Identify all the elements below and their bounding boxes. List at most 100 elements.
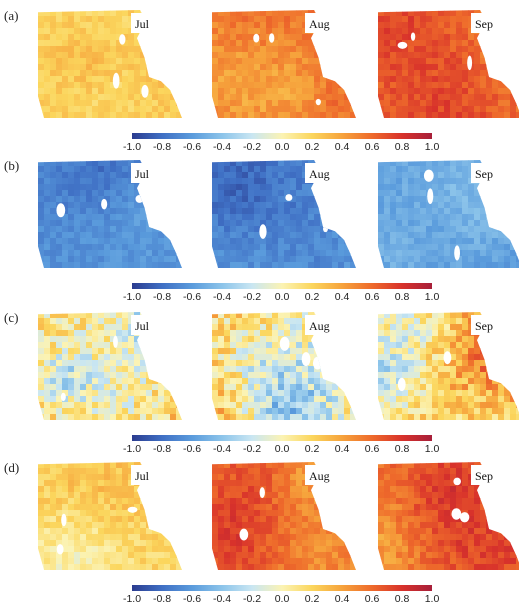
heatmap-cell [402,22,409,29]
heatmap-cell [56,324,63,331]
heatmap-cell [284,64,291,71]
heatmap-cell [516,256,519,263]
heatmap-cell [86,16,93,23]
heatmap-cell [104,360,111,367]
heatmap-cell [116,318,123,325]
heatmap-cell [128,516,135,523]
heatmap-cell [426,10,433,17]
heatmap-cell [456,112,463,118]
heatmap-cell [456,190,463,197]
heatmap-cell [350,16,356,23]
heatmap-cell [164,558,171,565]
heatmap-cell [456,348,463,355]
heatmap-cell [320,112,327,118]
heatmap-cell [104,414,111,420]
heatmap-cell [146,558,153,565]
heatmap-cell [320,46,327,53]
heatmap-cell [378,190,385,197]
heatmap-cell [68,244,75,251]
heatmap-cell [248,226,255,233]
heatmap-cell [290,516,297,523]
heatmap-cell [50,244,57,251]
heatmap-cell [110,522,117,529]
heatmap-cell [158,360,165,367]
heatmap-cell [408,226,415,233]
heatmap-cell [438,82,445,89]
heatmap-cell [116,16,123,23]
heatmap-cell [498,372,505,379]
heatmap-cell [44,160,51,167]
heatmap-cell [98,190,105,197]
heatmap-cell [320,402,327,409]
heatmap-cell [164,372,171,379]
heatmap-cell [326,214,333,221]
heatmap-cell [248,384,255,391]
heatmap-cell [122,498,129,505]
heatmap-cell [158,564,165,570]
heatmap-cell [140,504,147,511]
colorbar-tick-label: 0.0 [275,443,290,455]
heatmap-cell [402,408,409,415]
heatmap-cell [438,196,445,203]
heatmap-cell [284,366,291,373]
heatmap-cell [444,214,451,221]
heatmap-cell [332,510,339,517]
heatmap-cell [62,100,69,107]
heatmap-cell [426,100,433,107]
heatmap-cell [104,312,111,319]
heatmap-cell [290,336,297,343]
heatmap-cell [254,390,261,397]
heatmap-cell [104,178,111,185]
heatmap-cell [338,82,345,89]
heatmap-cell [444,262,451,268]
heatmap-cell [212,366,219,373]
heatmap-cell [86,232,93,239]
heatmap-cell [260,190,267,197]
heatmap-cell [98,372,105,379]
heatmap-cell [390,324,397,331]
heatmap-cell [176,402,182,409]
heatmap-cell [456,360,463,367]
heatmap-cell [116,528,123,535]
heatmap-cell [302,348,309,355]
heatmap-cell [438,208,445,215]
heatmap-cell [450,220,457,227]
heatmap-cell [98,160,105,167]
heatmap-cell [224,52,231,59]
heatmap-cell [326,112,333,118]
heatmap-cell [492,360,499,367]
heatmap-cell [432,348,439,355]
heatmap-cell [128,196,135,203]
heatmap-cell [80,486,87,493]
heatmap-cell [396,160,403,167]
heatmap-cell [378,100,385,107]
heatmap-cell [290,226,297,233]
heatmap-cell [134,190,141,197]
heatmap-cell [462,396,469,403]
heatmap-cell [38,112,45,118]
heatmap-cell [116,238,123,245]
heatmap-cell [516,112,519,118]
heatmap-cell [450,366,457,373]
heatmap-cell [278,220,285,227]
heatmap-cell [38,318,45,325]
heatmap-cell [122,76,129,83]
heatmap-cell [74,202,81,209]
heatmap-cell [92,390,99,397]
heatmap-cell [116,372,123,379]
heatmap-cell [272,88,279,95]
heatmap-cell [456,396,463,403]
heatmap-cell [80,46,87,53]
heatmap-cell [56,106,63,113]
heatmap-cell [50,402,57,409]
heatmap-cell [38,414,45,420]
heatmap-cell [254,250,261,257]
heatmap-cell [74,510,81,517]
heatmap-cell [224,516,231,523]
heatmap-cell [80,160,87,167]
heatmap-cell [402,360,409,367]
heatmap-cell [278,28,285,35]
heatmap-cell [474,64,481,71]
heatmap-cell [116,474,123,481]
heatmap-cell [224,408,231,415]
